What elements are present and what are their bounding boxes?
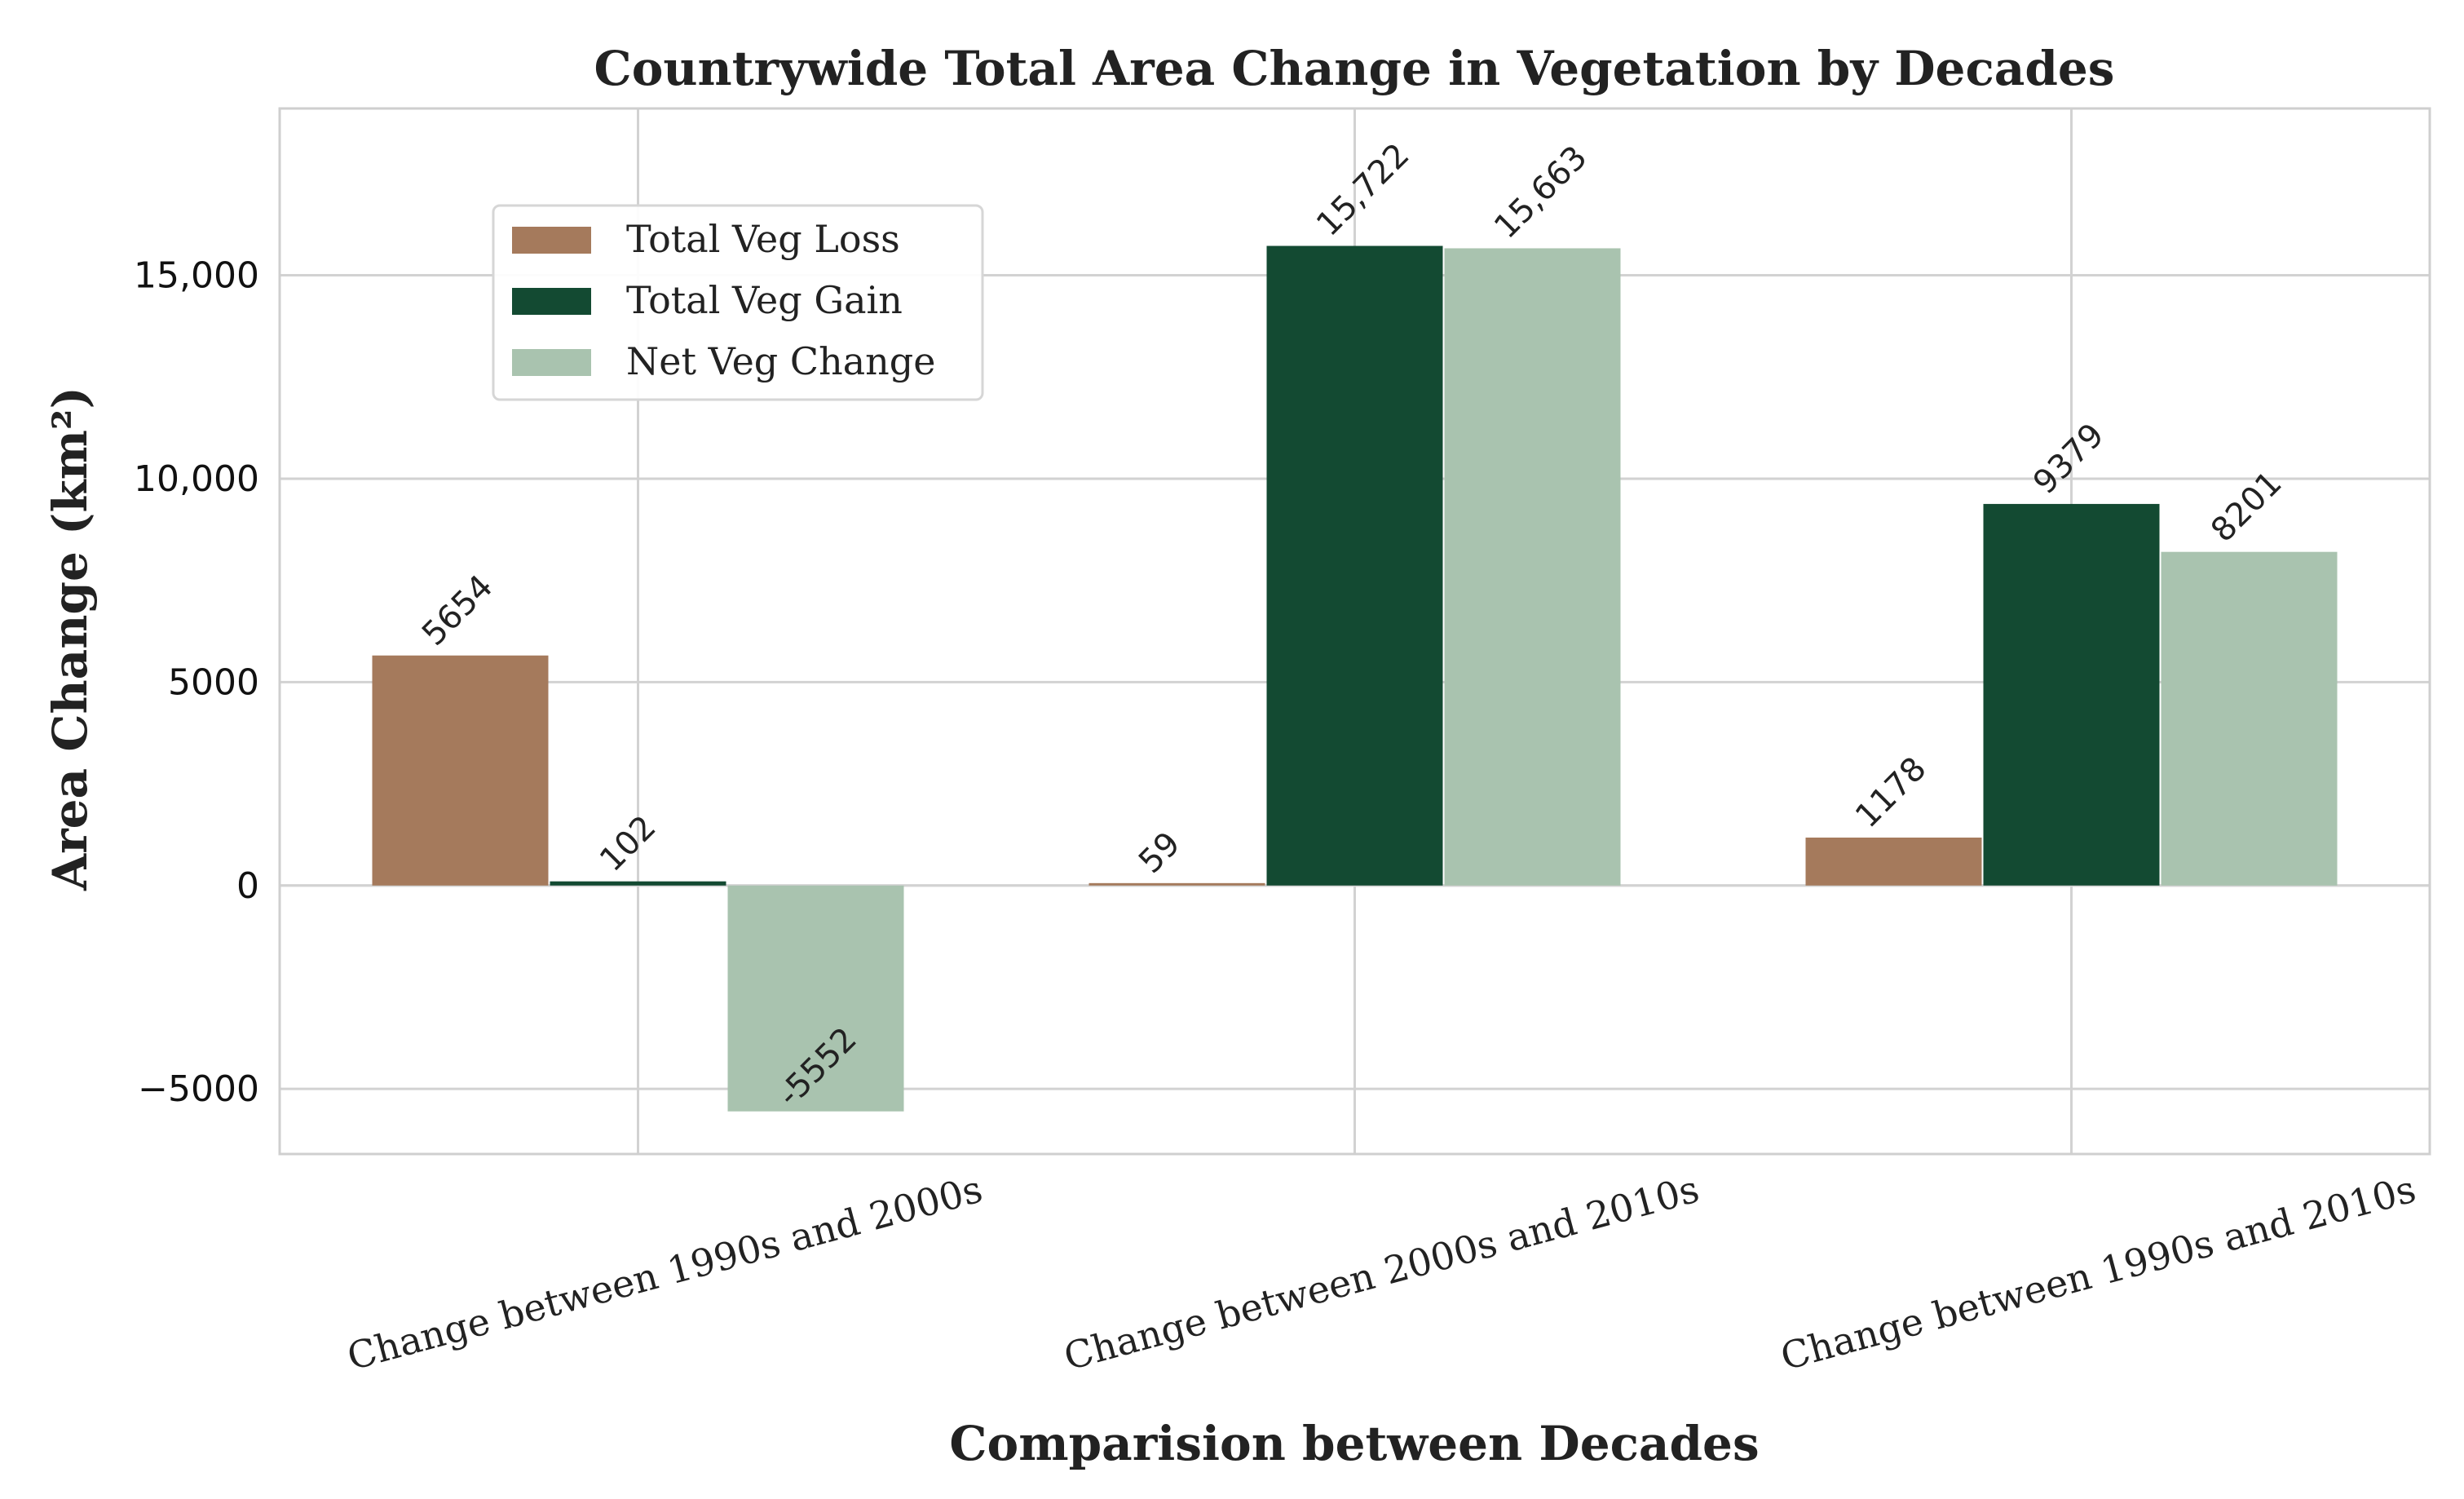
chart-title: Countrywide Total Area Change in Vegetat… [594,41,2115,96]
y-tick-label: 15,000 [134,255,259,297]
y-tick-label: 10,000 [134,458,259,500]
y-tick-label: 5000 [168,661,259,703]
legend-entry-veg-gain: Total Veg Gain [512,278,903,322]
legend: Total Veg Loss Total Veg Gain Net Veg Ch… [492,204,984,401]
bar [550,881,726,886]
bar [2161,551,2338,886]
y-tick-label: 0 [236,865,259,907]
y-tick-label: −5000 [138,1068,259,1110]
legend-label-veg-gain: Total Veg Gain [626,278,903,322]
legend-entry-net-change: Net Veg Change [512,339,935,383]
legend-swatch-net-change [512,349,591,376]
y-axis-title: Area Change (km²) [42,387,98,891]
bar [1266,245,1443,886]
legend-box [492,204,984,401]
legend-entry-veg-loss: Total Veg Loss [512,217,900,261]
legend-label-net-change: Net Veg Change [626,339,935,383]
bar [1444,248,1621,886]
plot-frame [278,107,2431,1156]
bar [727,885,904,1112]
bar [1088,882,1265,886]
legend-swatch-veg-gain [512,288,591,315]
bar [1805,838,1982,886]
legend-swatch-veg-loss [512,227,591,254]
x-axis-title: Comparision between Decades [949,1416,1759,1471]
bar [372,655,549,886]
bars-layer [372,245,2338,1112]
legend-label-veg-loss: Total Veg Loss [626,217,900,261]
bar [1983,503,2160,886]
